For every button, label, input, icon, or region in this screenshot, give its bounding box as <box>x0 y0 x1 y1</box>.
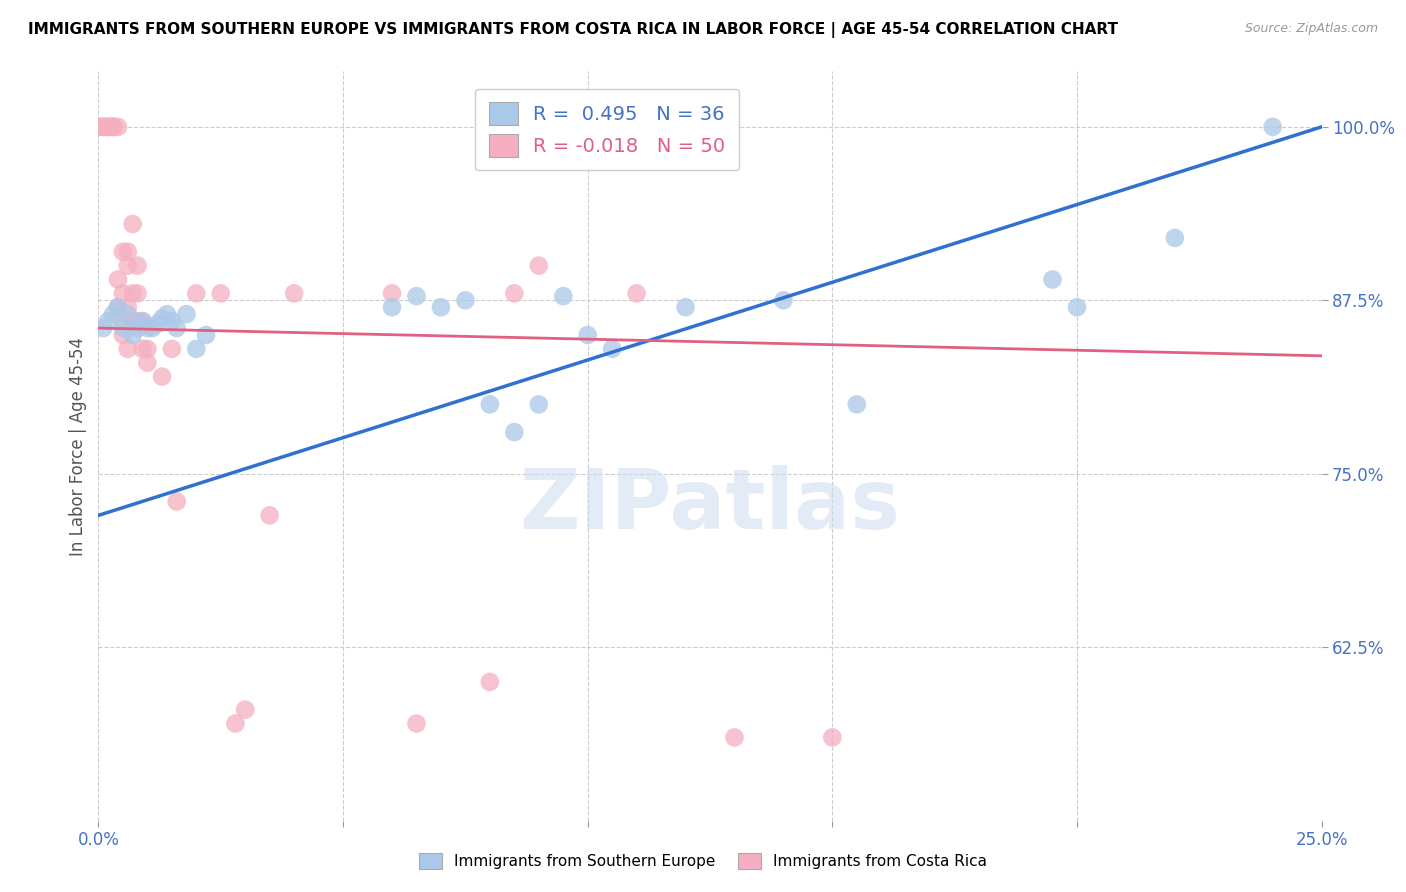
Point <box>111 321 134 335</box>
Point <box>150 311 173 326</box>
Point <box>131 314 153 328</box>
Point <box>1261 120 1284 134</box>
Point <box>176 307 198 321</box>
Point <box>136 342 159 356</box>
Point <box>233 703 256 717</box>
Point <box>405 289 427 303</box>
Point <box>121 286 143 301</box>
Point <box>1164 231 1187 245</box>
Point <box>224 716 246 731</box>
Point <box>121 314 143 328</box>
Point <box>111 244 134 259</box>
Point <box>121 217 143 231</box>
Point <box>117 259 139 273</box>
Point <box>675 300 697 314</box>
Point <box>195 328 218 343</box>
Point <box>117 342 139 356</box>
Point <box>136 321 159 335</box>
Point <box>1066 300 1088 314</box>
Point <box>127 259 149 273</box>
Point <box>723 731 745 745</box>
Point <box>478 397 501 411</box>
Point <box>1042 272 1064 286</box>
Point <box>259 508 281 523</box>
Point <box>107 300 129 314</box>
Point <box>626 286 648 301</box>
Point <box>600 342 623 356</box>
Point <box>117 300 139 314</box>
Point <box>209 286 232 301</box>
Point <box>186 342 208 356</box>
Point <box>503 425 526 439</box>
Point <box>117 307 139 321</box>
Point <box>97 120 120 134</box>
Point <box>127 321 149 335</box>
Point <box>91 120 114 134</box>
Legend: Immigrants from Southern Europe, Immigrants from Costa Rica: Immigrants from Southern Europe, Immigra… <box>412 847 994 875</box>
Point <box>131 314 153 328</box>
Point <box>146 317 169 331</box>
Point <box>150 369 173 384</box>
Point <box>576 328 599 343</box>
Point <box>527 397 550 411</box>
Point <box>156 307 179 321</box>
Text: IMMIGRANTS FROM SOUTHERN EUROPE VS IMMIGRANTS FROM COSTA RICA IN LABOR FORCE | A: IMMIGRANTS FROM SOUTHERN EUROPE VS IMMIG… <box>28 22 1118 38</box>
Y-axis label: In Labor Force | Age 45-54: In Labor Force | Age 45-54 <box>69 336 87 556</box>
Point <box>381 286 404 301</box>
Point <box>478 674 501 689</box>
Point <box>97 120 120 134</box>
Point <box>107 120 129 134</box>
Point <box>166 321 188 335</box>
Point <box>405 716 427 731</box>
Point <box>101 307 124 321</box>
Point <box>101 120 124 134</box>
Legend: R =  0.495   N = 36, R = -0.018   N = 50: R = 0.495 N = 36, R = -0.018 N = 50 <box>475 88 740 170</box>
Point <box>91 120 114 134</box>
Point <box>97 120 120 134</box>
Point <box>121 328 143 343</box>
Text: Source: ZipAtlas.com: Source: ZipAtlas.com <box>1244 22 1378 36</box>
Point <box>111 286 134 301</box>
Point <box>131 342 153 356</box>
Point <box>381 300 404 314</box>
Point <box>117 244 139 259</box>
Point <box>845 397 868 411</box>
Point <box>821 731 844 745</box>
Point <box>101 120 124 134</box>
Point <box>136 356 159 370</box>
Point <box>107 300 129 314</box>
Point <box>160 342 183 356</box>
Point <box>454 293 477 308</box>
Point <box>97 314 120 328</box>
Point <box>97 120 120 134</box>
Point <box>127 314 149 328</box>
Point <box>111 314 134 328</box>
Text: ZIPatlas: ZIPatlas <box>520 466 900 547</box>
Point <box>553 289 575 303</box>
Point <box>91 321 114 335</box>
Point <box>772 293 794 308</box>
Point <box>430 300 453 314</box>
Point <box>111 328 134 343</box>
Point <box>503 286 526 301</box>
Point <box>186 286 208 301</box>
Point <box>101 120 124 134</box>
Point <box>91 120 114 134</box>
Point <box>101 120 124 134</box>
Point <box>166 494 188 508</box>
Point <box>107 272 129 286</box>
Point <box>87 120 110 134</box>
Point <box>141 321 163 335</box>
Point <box>127 286 149 301</box>
Point <box>527 259 550 273</box>
Point <box>160 314 183 328</box>
Point <box>283 286 305 301</box>
